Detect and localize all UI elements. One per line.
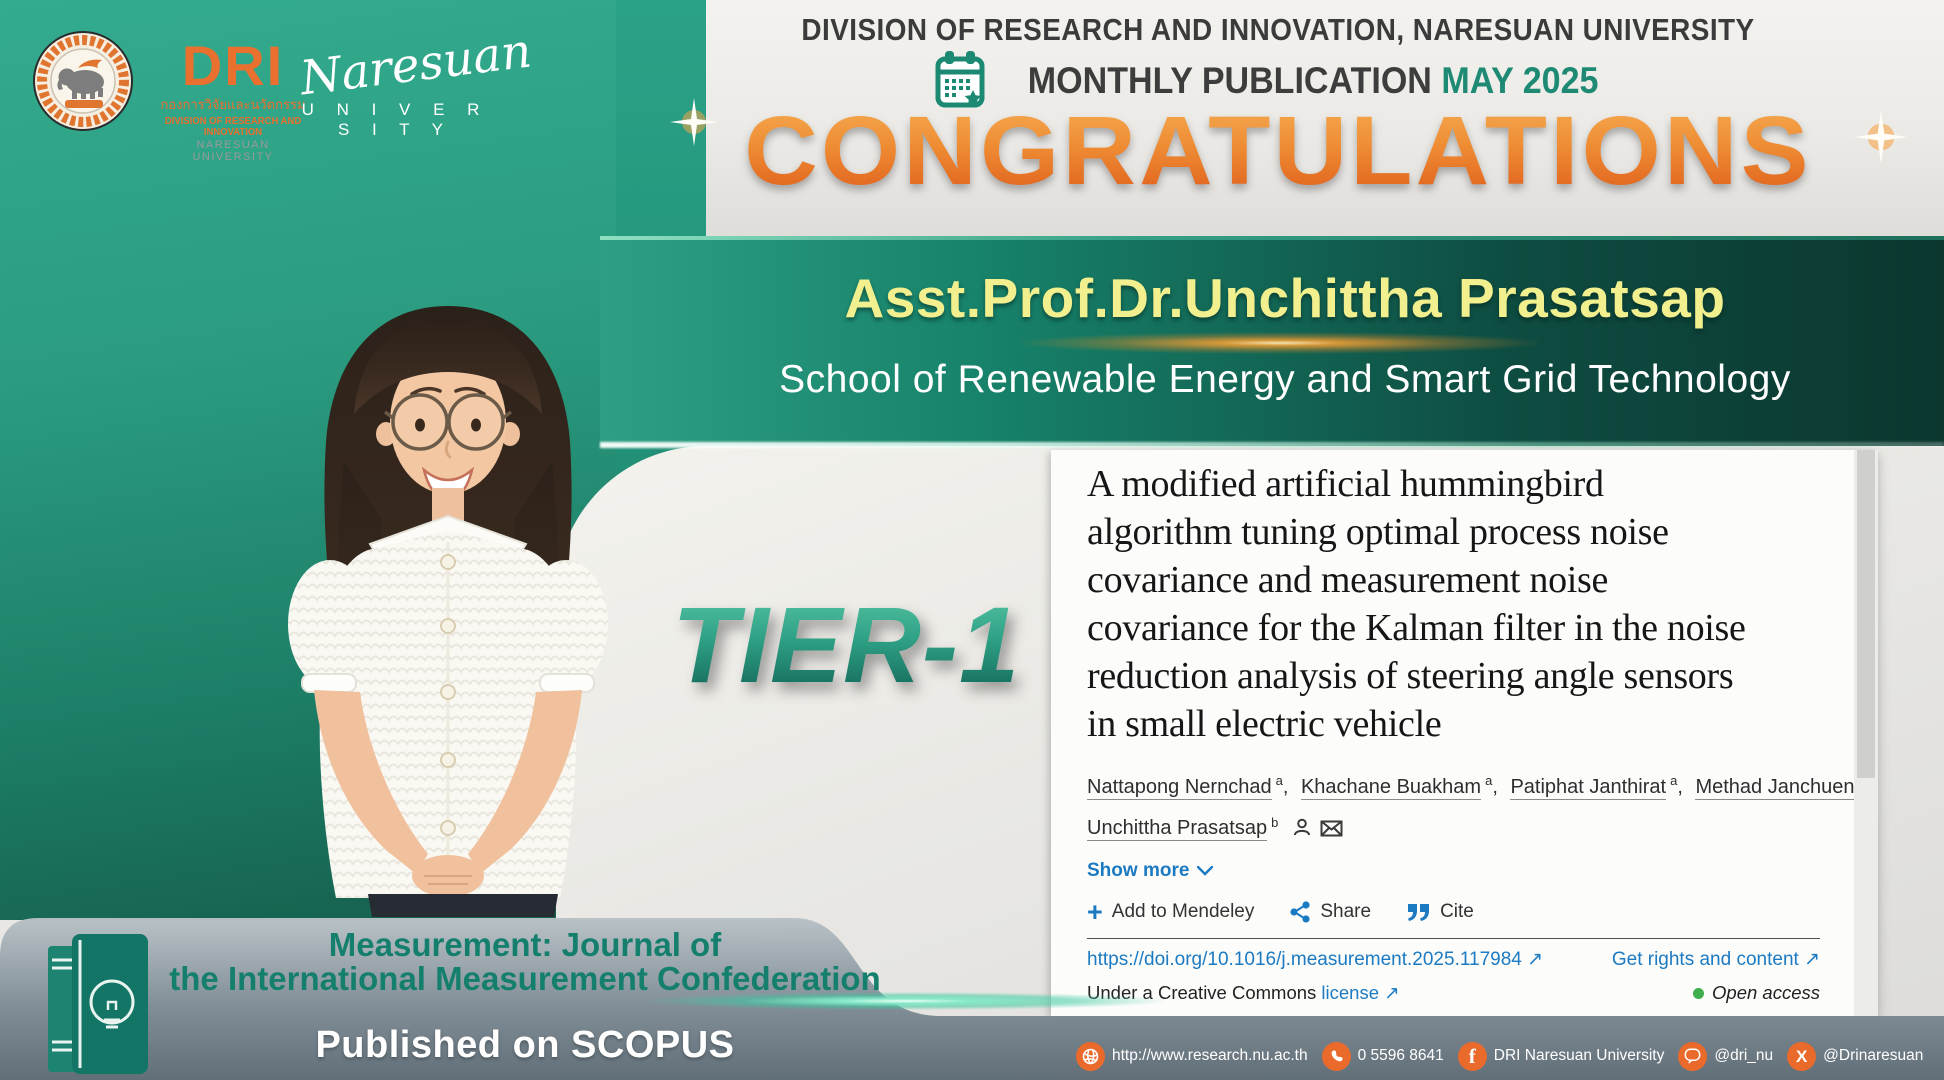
- line-icon: [1678, 1041, 1708, 1071]
- author-affiliation-sup: a: [1485, 773, 1493, 788]
- cite-button[interactable]: Cite: [1407, 901, 1474, 923]
- monthly-publication-label: MONTHLY PUBLICATION MAY 2025: [1027, 60, 1599, 101]
- plus-icon: +: [1087, 897, 1103, 928]
- naresuan-university-seal: [32, 30, 134, 137]
- open-access-dot: [1693, 987, 1705, 999]
- dri-division-line: DIVISION OF RESEARCH AND INNOVATION: [164, 116, 302, 138]
- honoree-name: Asst.Prof.Dr.Unchittha Prasatsap: [844, 267, 1726, 329]
- author-affiliation-sup: a: [1670, 773, 1678, 788]
- calendar-icon: [933, 49, 987, 114]
- corresponding-author-icon[interactable]: [1292, 814, 1312, 849]
- globe-icon: [1076, 1041, 1105, 1071]
- divider: [1087, 938, 1820, 940]
- facebook-handle: DRI Naresuan University: [1493, 1047, 1665, 1064]
- dri-acronym: DRI: [181, 34, 285, 97]
- external-link-icon: ↗: [1384, 982, 1400, 1004]
- published-on-scopus: Published on SCOPUS: [315, 1024, 735, 1066]
- bottom-gray-band: [0, 918, 1944, 1080]
- journal-name-line: the International Measurement Confederat…: [169, 960, 881, 997]
- x-icon: X: [1787, 1041, 1817, 1071]
- author-separator: ,: [1492, 775, 1498, 798]
- x-contact[interactable]: X @Drinaresuan: [1787, 1041, 1924, 1071]
- tier-badge: TIER-1: [606, 582, 1086, 707]
- monthly-publication-row: MONTHLY PUBLICATION MAY 2025: [612, 48, 1944, 114]
- naresuan-signature-logo: Naresuan U N I V E R S I T Y: [297, 23, 534, 140]
- article-title-line: covariance for the Kalman filter in the …: [1087, 607, 1746, 649]
- share-button[interactable]: Share: [1290, 901, 1371, 923]
- congratulations-headline: CONGRATULATIONS: [579, 97, 1944, 205]
- journal-name: Measurement: Journal of the Internationa…: [140, 928, 910, 996]
- header-strip: [608, 0, 1944, 238]
- author-link[interactable]: Khachane Buakham: [1300, 775, 1482, 800]
- phone-icon: [1321, 1041, 1351, 1071]
- university-word: U N I V E R S I T Y: [301, 100, 489, 139]
- scrollbar[interactable]: [1854, 450, 1878, 1016]
- author-separator: ,: [1282, 775, 1289, 798]
- honoree-portrait-photo: [288, 306, 608, 917]
- dri-logo: DRI กองการวิจัยและนวัตกรรม DIVISION OF R…: [158, 34, 308, 164]
- external-link-icon: ↗: [1527, 949, 1544, 971]
- author-link[interactable]: Methad Janchuen: [1695, 775, 1855, 800]
- article-title-line: reduction analysis of steering angle sen…: [1087, 655, 1734, 697]
- phone-contact[interactable]: 0 5596 8641: [1321, 1041, 1444, 1071]
- article-actions-row: + Add to Mendeley Share: [1087, 897, 1820, 928]
- honoree-affiliation: School of Renewable Energy and Smart Gri…: [779, 358, 1791, 401]
- doi-row: https://doi.org/10.1016/j.measurement.20…: [1087, 948, 1820, 971]
- author-separator: ,: [1677, 775, 1683, 798]
- author-affiliation-sup: b: [1271, 814, 1279, 830]
- share-icon: [1290, 901, 1310, 923]
- cite-label: Cite: [1440, 901, 1474, 923]
- article-title-line: A modified artificial hummingbird: [1087, 463, 1604, 505]
- author-link[interactable]: Unchittha Prasatsap: [1087, 817, 1268, 842]
- license-link[interactable]: license ↗: [1321, 982, 1400, 1004]
- article-title-line: algorithm tuning optimal process noise: [1087, 511, 1669, 553]
- add-to-mendeley-button[interactable]: + Add to Mendeley: [1087, 897, 1255, 928]
- article-title-line: covariance and measurement noise: [1087, 559, 1609, 601]
- article-title: A modified artificial hummingbird algori…: [1087, 460, 1820, 748]
- scrollbar-thumb[interactable]: [1857, 450, 1875, 779]
- books-icon: [46, 930, 152, 1080]
- teal-flare-divider: [645, 992, 1165, 1010]
- show-more-button[interactable]: Show more: [1087, 860, 1237, 882]
- open-access-label: Open access: [1712, 982, 1820, 1004]
- doi-link[interactable]: https://doi.org/10.1016/j.measurement.20…: [1087, 949, 1544, 971]
- naresuan-script-word: Naresuan: [297, 23, 535, 107]
- x-handle: @Drinaresuan: [1823, 1047, 1924, 1064]
- contact-footer: http://www.research.nu.ac.th 0 5596 8641…: [1076, 1034, 1923, 1078]
- chevron-down-icon: [1197, 866, 1214, 877]
- dri-thai-line: กองการวิจัยและนวัตกรรม: [160, 97, 306, 112]
- phone-number: 0 5596 8641: [1357, 1047, 1444, 1064]
- website-url: http://www.research.nu.ac.th: [1112, 1047, 1308, 1064]
- share-label: Share: [1320, 901, 1372, 923]
- external-link-icon: ↗: [1804, 949, 1820, 971]
- open-access-indicator: Open access: [1693, 982, 1820, 1004]
- facebook-contact[interactable]: f DRI Naresuan University: [1457, 1041, 1665, 1071]
- article-title-line: in small electric vehicle: [1087, 703, 1442, 745]
- line-handle: @dri_nu: [1714, 1047, 1774, 1064]
- author-line: Nattapong Nernchad a, Khachane Buakham a, …: [1087, 763, 1871, 805]
- division-title: DIVISION OF RESEARCH AND INNOVATION, NAR…: [801, 12, 1755, 47]
- author-list: Nattapong Nernchad a, Khachane Buakham a, …: [1087, 763, 1871, 850]
- author-link[interactable]: Patiphat Janthirat: [1510, 775, 1667, 800]
- journal-name-line: Measurement: Journal of: [328, 926, 722, 963]
- mendeley-label: Add to Mendeley: [1111, 901, 1255, 923]
- author-affiliation-sup: a: [1275, 773, 1283, 788]
- dri-university-line: NARESUAN UNIVERSITY: [192, 139, 274, 163]
- article-screenshot-card: A modified artificial hummingbird algori…: [1051, 450, 1878, 1016]
- cite-quote-icon: [1408, 904, 1430, 922]
- website-contact[interactable]: http://www.research.nu.ac.th: [1076, 1041, 1308, 1071]
- email-envelope-icon[interactable]: [1320, 814, 1343, 849]
- facebook-icon: f: [1457, 1041, 1487, 1071]
- get-rights-link[interactable]: Get rights and content ↗: [1611, 949, 1820, 971]
- author-link[interactable]: Nattapong Nernchad: [1087, 775, 1272, 800]
- orange-flare-divider: [1020, 332, 1540, 354]
- author-line: Unchittha Prasatsap b: [1087, 805, 1820, 850]
- show-more-label: Show more: [1087, 860, 1190, 882]
- line-contact[interactable]: @dri_nu: [1678, 1041, 1774, 1071]
- month-label: MAY 2025: [1441, 60, 1599, 101]
